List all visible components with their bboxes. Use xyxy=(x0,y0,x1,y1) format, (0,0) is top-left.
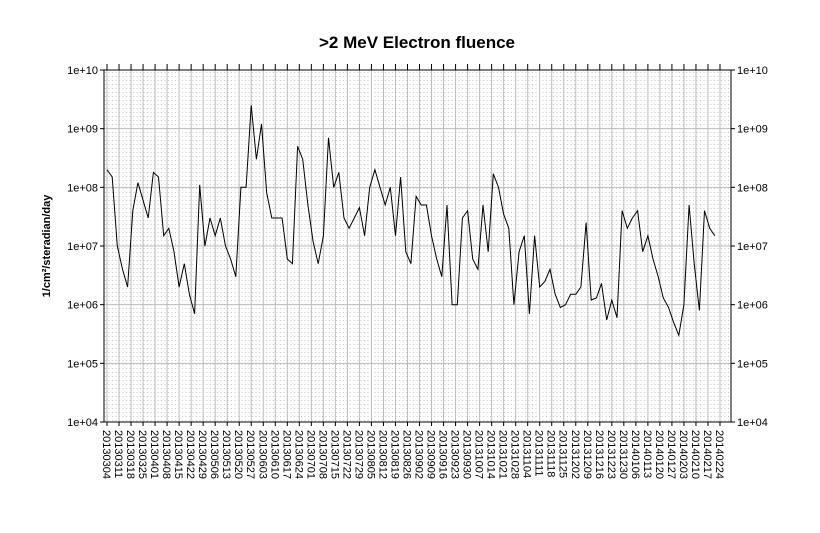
x-tick-label: 20130819 xyxy=(388,430,400,479)
chart-title: >2 MeV Electron fluence xyxy=(319,33,515,52)
x-tick-label: 20130729 xyxy=(352,430,364,479)
y2-tick-label: 1e+08 xyxy=(737,182,768,194)
x-tick-label: 20130408 xyxy=(160,430,172,479)
x-tick-label: 20130909 xyxy=(425,430,437,479)
x-tick-label: 20131202 xyxy=(569,430,581,479)
x-tick-label: 20130527 xyxy=(244,430,256,479)
y2-tick-label: 1e+07 xyxy=(737,241,768,253)
x-tick-label: 20130701 xyxy=(304,430,316,479)
y2-tick-label: 1e+05 xyxy=(737,358,768,370)
x-tick-label: 20131014 xyxy=(485,430,497,479)
plot: 1e+04 1e+04 1e+05 1e+05 1e+06 1e+06 1e+07 1e+07… xyxy=(67,64,768,479)
y-tick-label: 1e+10 xyxy=(67,65,98,77)
x-tick-label: 20131125 xyxy=(557,430,569,478)
x-tick-label: 20130722 xyxy=(340,430,352,479)
y2-tick-label: 1e+06 xyxy=(737,300,768,312)
x-tick-label: 20131209 xyxy=(581,430,593,479)
y-tick-label: 1e+08 xyxy=(67,182,98,194)
x-tick-label: 20130617 xyxy=(280,430,292,479)
x-tick-label: 20130603 xyxy=(256,430,268,479)
y2-tick-label: 1e+04 xyxy=(737,417,768,429)
x-tick-label: 20130513 xyxy=(220,430,232,479)
x-tick-label: 20130930 xyxy=(461,430,473,479)
x-tick-label: 20130304 xyxy=(100,430,112,479)
x-tick-label: 20140127 xyxy=(665,430,677,479)
x-tick-label: 20140203 xyxy=(677,430,689,479)
data-line xyxy=(106,105,716,338)
x-tick-label: 20140120 xyxy=(653,430,665,479)
x-tick-label: 20130401 xyxy=(148,430,160,479)
x-tick-label: 20130422 xyxy=(184,430,196,479)
plot-frame xyxy=(103,69,732,423)
y-axis-label: 1/cm²/steradian/day xyxy=(41,194,53,298)
y-tick-label: 1e+04 xyxy=(67,417,98,429)
x-tick-label: 20140106 xyxy=(629,430,641,479)
x-tick-label: 20130429 xyxy=(196,430,208,479)
x-tick-label: 20130902 xyxy=(413,430,425,479)
x-tick-label: 20131007 xyxy=(473,430,485,479)
x-tick-label: 20130805 xyxy=(364,430,376,479)
x-tick-label: 20130916 xyxy=(437,430,449,479)
x-tick-label: 20140224 xyxy=(713,430,725,479)
x-tick-label: 20140113 xyxy=(641,430,653,478)
x-tick-label: 20130923 xyxy=(449,430,461,479)
x-tick-label: 20130415 xyxy=(172,430,184,479)
y-tick-label: 1e+06 xyxy=(67,300,98,312)
y-tick-label: 1e+09 xyxy=(67,124,98,136)
x-tick-label: 20131028 xyxy=(509,430,521,479)
x-tick-label: 20140210 xyxy=(689,430,701,479)
x-tick-label: 20130311 xyxy=(112,430,124,478)
x-tick-label: 20131021 xyxy=(497,430,509,479)
x-tick-label: 20131223 xyxy=(605,430,617,479)
x-tick-label: 20130826 xyxy=(400,430,412,479)
x-tick-label: 20130520 xyxy=(232,430,244,479)
y2-tick-label: 1e+09 xyxy=(737,124,768,136)
x-tick-label: 20131230 xyxy=(617,430,629,479)
x-tick-label: 20131216 xyxy=(593,430,605,479)
x-tick-label: 20130506 xyxy=(208,430,220,479)
y-tick-label: 1e+05 xyxy=(67,358,98,370)
x-tick-label: 20130325 xyxy=(136,430,148,479)
y-tick-label: 1e+07 xyxy=(67,241,98,253)
x-tick-label: 20130624 xyxy=(292,430,304,479)
x-tick-label: 20140217 xyxy=(701,430,713,479)
y2-tick-label: 1e+10 xyxy=(737,65,768,77)
x-tick-label: 20130812 xyxy=(376,430,388,479)
x-tick-label: 20131118 xyxy=(545,430,557,477)
x-tick-label: 20131111 xyxy=(533,430,545,477)
x-tick-label: 20131104 xyxy=(521,430,533,478)
x-tick-label: 20130318 xyxy=(124,430,136,479)
x-tick-label: 20130708 xyxy=(316,430,328,479)
x-tick-label: 20130715 xyxy=(328,430,340,479)
x-tick-label: 20130610 xyxy=(268,430,280,479)
